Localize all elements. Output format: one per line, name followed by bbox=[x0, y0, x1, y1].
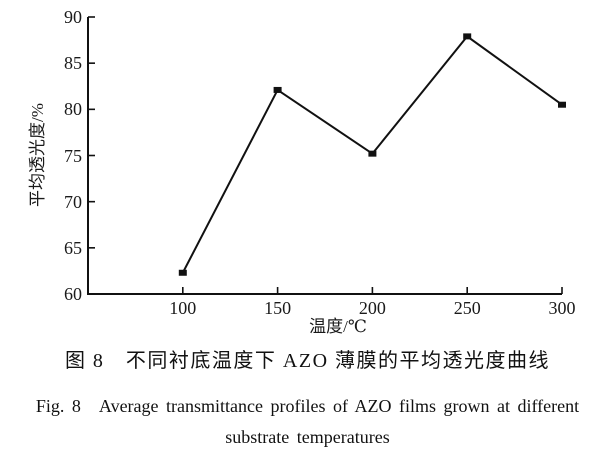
data-point-marker bbox=[273, 86, 282, 93]
y-axis-tick-label: 65 bbox=[64, 237, 82, 258]
x-axis-title: 温度/℃ bbox=[309, 317, 367, 336]
data-point-marker bbox=[558, 101, 566, 108]
x-axis-tick-label: 200 bbox=[358, 298, 386, 318]
y-axis-tick-label: 70 bbox=[64, 191, 82, 212]
caption-chinese: 图 8 不同衬底温度下 AZO 薄膜的平均透光度曲线 bbox=[64, 350, 551, 372]
data-point-marker bbox=[178, 269, 187, 276]
caption-english-line2: substrate temperatures bbox=[225, 427, 390, 447]
x-axis-tick-label: 300 bbox=[548, 298, 576, 318]
y-axis-tick-label: 85 bbox=[64, 53, 82, 74]
y-axis-tick-label: 80 bbox=[64, 99, 82, 120]
y-axis-tick-label: 75 bbox=[64, 145, 82, 166]
y-axis-tick-label: 60 bbox=[64, 284, 82, 304]
data-point-marker bbox=[463, 33, 472, 40]
x-axis-tick-label: 100 bbox=[169, 298, 197, 318]
x-axis-tick-label: 150 bbox=[264, 298, 292, 318]
caption-english-line1: Fig. 8 Average transmittance profiles of… bbox=[35, 396, 580, 416]
y-axis-title: 平均透光度/% bbox=[28, 103, 47, 207]
x-axis-tick-label: 250 bbox=[453, 298, 481, 318]
y-axis-tick-label: 90 bbox=[64, 7, 82, 27]
data-point-marker bbox=[368, 150, 377, 157]
